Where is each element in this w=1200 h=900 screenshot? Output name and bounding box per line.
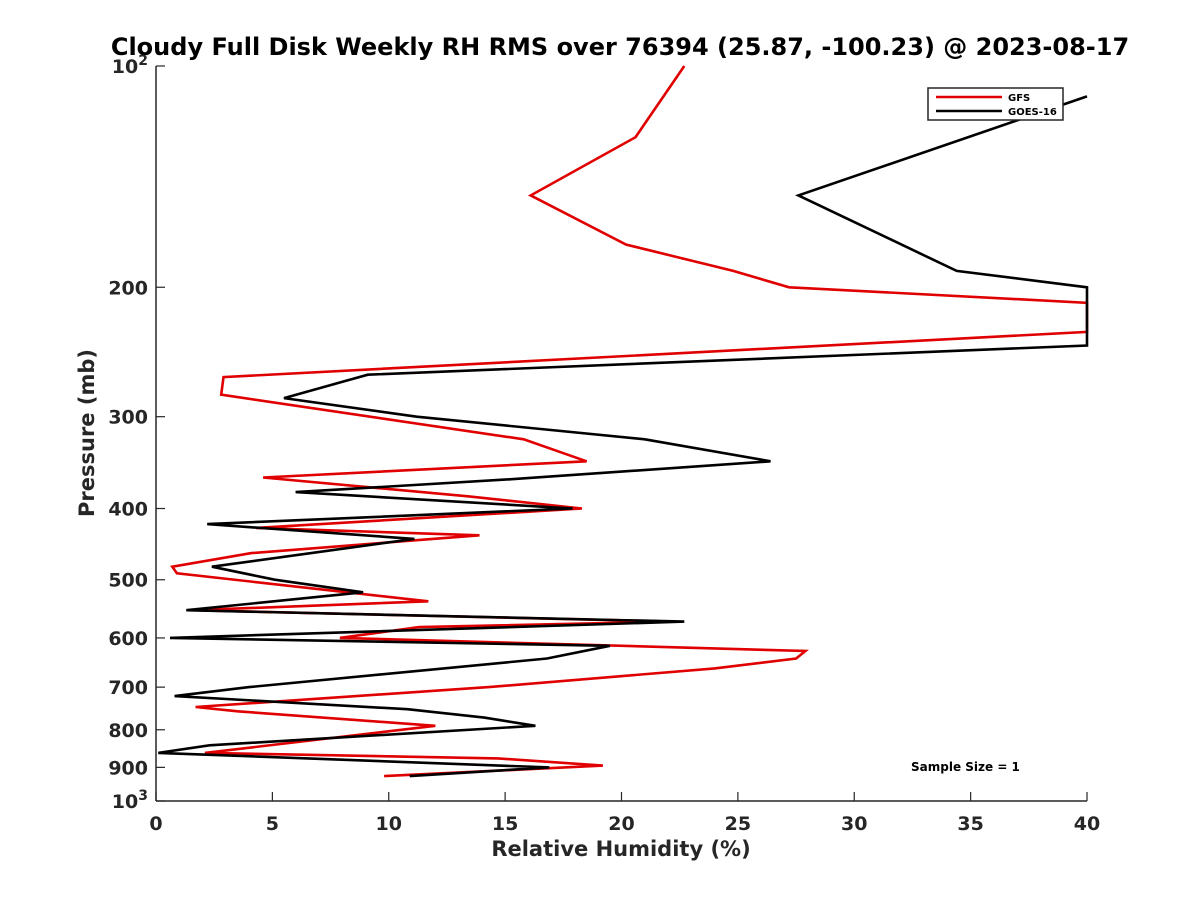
y-tick-label: 400 [108,499,148,521]
x-tick-label: 25 [725,813,751,835]
y-tick-label: 200 [108,277,148,299]
series-line-goes16 [158,95,1089,778]
legend: GFS GOES-16 [927,87,1064,121]
y-tick-label: 700 [108,677,148,699]
series-layer [158,65,1089,778]
y-ticks: 102 200 300 400 500 600 700 800 900 103 [108,53,165,813]
y-tick-label: 103 [112,788,148,813]
y-tick-label: 500 [108,570,148,592]
y-axis-label: Pressure (mb) [75,349,99,517]
x-tick-label: 5 [266,813,279,835]
x-tick-label: 20 [608,813,634,835]
y-tick-label: 300 [108,407,148,429]
x-axis-label: Relative Humidity (%) [491,837,750,861]
x-tick-label: 40 [1074,813,1100,835]
x-tick-label: 35 [957,813,983,835]
x-tick-label: 30 [841,813,867,835]
x-tick-label: 10 [376,813,402,835]
x-tick-label: 15 [492,813,518,835]
y-tick-label: 800 [108,720,148,742]
chart-title: Cloudy Full Disk Weekly RH RMS over 7639… [111,33,1129,61]
y-tick-label: 102 [112,53,148,78]
series-line-gfs [170,65,1089,778]
y-tick-label: 900 [108,757,148,779]
legend-box [927,87,1064,121]
x-tick-label: 0 [149,813,162,835]
sample-size-annotation: Sample Size = 1 [911,760,1020,774]
legend-label-gfs: GFS [1008,93,1030,104]
y-tick-label: 600 [108,628,148,650]
x-ticks: 0 5 10 15 20 25 30 35 40 [149,792,1100,835]
plot-area: 0 5 10 15 20 25 30 35 40 102 200 300 400 500 600 700 80… [108,53,1100,835]
legend-label-goes16: GOES-16 [1008,107,1057,118]
